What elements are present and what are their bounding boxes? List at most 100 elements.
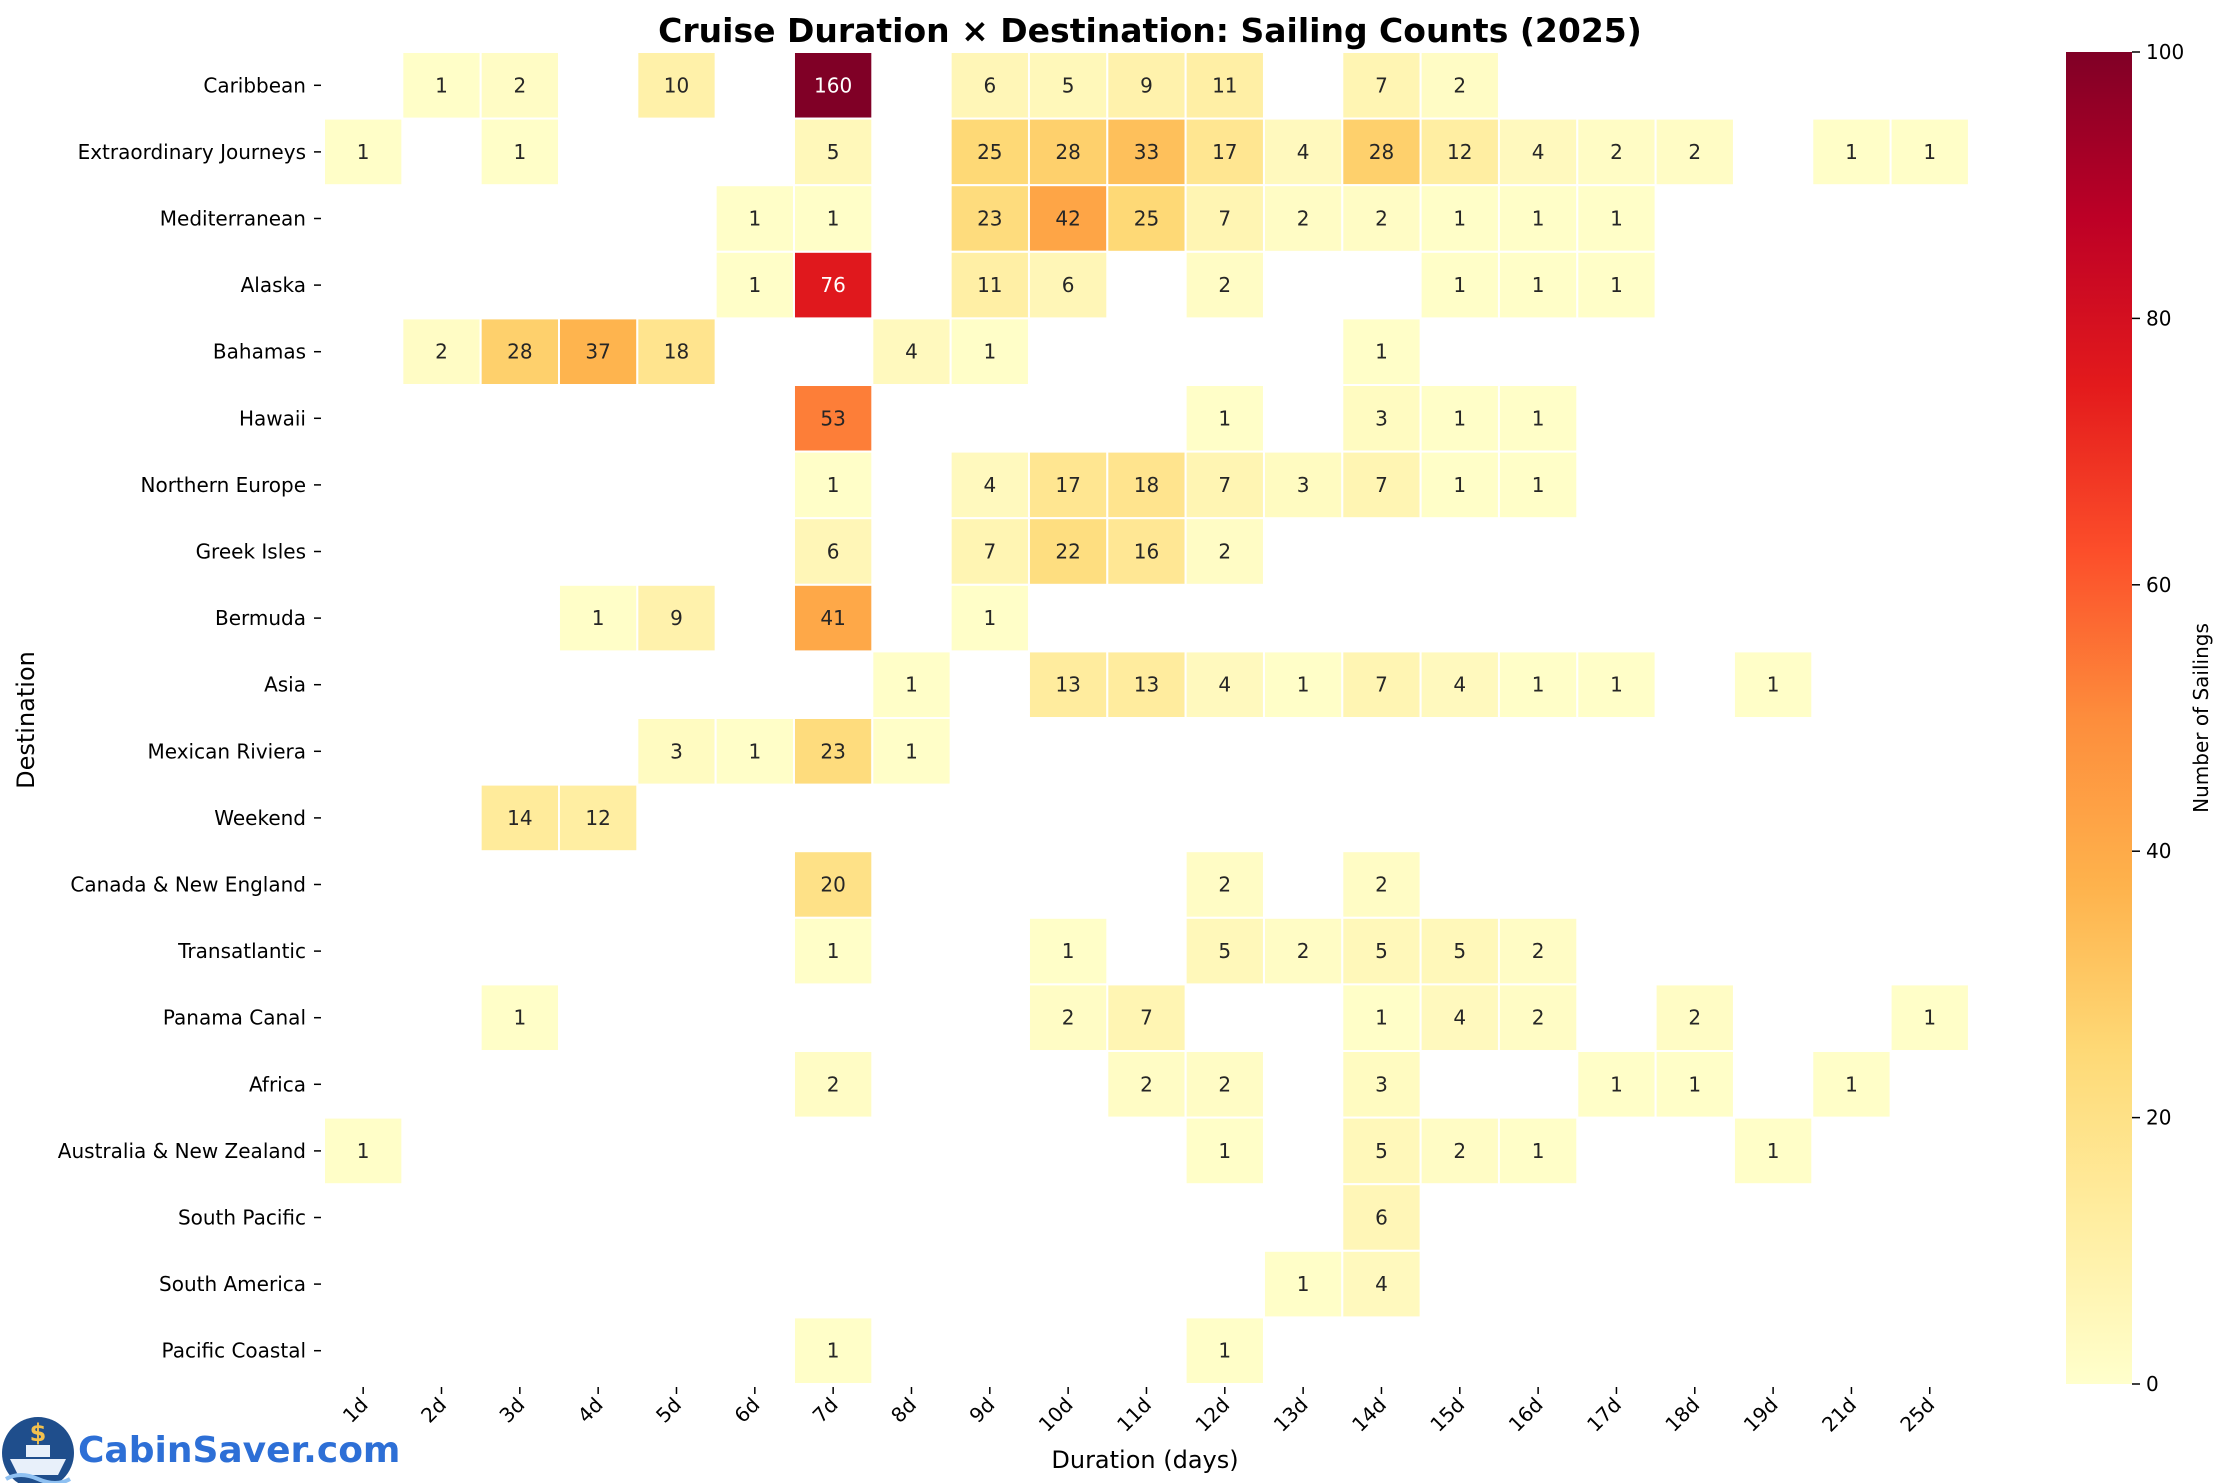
heatmap-cell-label: 1 bbox=[1923, 140, 1936, 164]
heatmap-cell-rect bbox=[401, 317, 482, 386]
heatmap-cell-rect bbox=[1654, 117, 1735, 187]
heatmap-cell-label: 4 bbox=[1453, 673, 1466, 697]
heatmap-cell-rect bbox=[792, 51, 874, 120]
heatmap-cell: 1 bbox=[714, 250, 795, 320]
heatmap-cell-label: 9 bbox=[670, 606, 683, 630]
y-tick-label: Mexican Riviera bbox=[147, 739, 306, 763]
heatmap-cell-rect bbox=[949, 184, 1030, 253]
heatmap-cell-label: 1 bbox=[1610, 673, 1623, 697]
heatmap-cell-rect bbox=[792, 916, 874, 986]
heatmap-cell-label: 1 bbox=[1453, 473, 1466, 497]
heatmap-cell-rect bbox=[1106, 517, 1187, 586]
heatmap-cell: 22 bbox=[1027, 517, 1109, 586]
heatmap-cell: 18 bbox=[636, 317, 717, 386]
y-tick-label: Mediterranean bbox=[160, 207, 306, 231]
heatmap-cell-label: 1 bbox=[1532, 673, 1545, 697]
heatmap-cell: 14 bbox=[479, 783, 560, 853]
heatmap-cell: 160 bbox=[792, 51, 874, 120]
heatmap-cell: 1 bbox=[1576, 184, 1657, 253]
heatmap-cell: 2 bbox=[1184, 517, 1265, 586]
heatmap-cell-label: 1 bbox=[513, 140, 526, 164]
heatmap-cell: 7 bbox=[1184, 450, 1265, 520]
heatmap-cell: 13 bbox=[1106, 650, 1187, 720]
heatmap-cell: 1 bbox=[1262, 1249, 1344, 1319]
y-tick-label: Bermuda bbox=[215, 606, 306, 630]
heatmap-cell-rect bbox=[792, 384, 874, 453]
heatmap-cell-rect bbox=[1811, 1050, 1892, 1119]
heatmap-cell: 33 bbox=[1106, 117, 1187, 187]
heatmap-cell-label: 76 bbox=[820, 273, 845, 297]
x-tick-label: 16d bbox=[1504, 1393, 1548, 1437]
heatmap-cell-label: 4 bbox=[905, 340, 918, 364]
heatmap-cell-rect bbox=[1654, 983, 1735, 1053]
heatmap-cell-rect bbox=[1341, 317, 1422, 386]
heatmap-cell-rect bbox=[1027, 916, 1109, 986]
heatmap-cell: 2 bbox=[401, 317, 482, 386]
heatmap-cell-rect bbox=[792, 250, 874, 320]
heatmap-cell: 1 bbox=[479, 117, 560, 187]
heatmap-cell: 2 bbox=[1419, 1116, 1500, 1186]
heatmap-cell-rect bbox=[557, 317, 639, 386]
heatmap-cell-label: 1 bbox=[1218, 1139, 1231, 1163]
heatmap-cell-rect bbox=[1341, 1050, 1422, 1119]
heatmap-cell: 2 bbox=[1262, 916, 1344, 986]
heatmap-cell-label: 2 bbox=[1375, 873, 1388, 897]
heatmap-cell: 4 bbox=[1419, 983, 1500, 1053]
heatmap-cell: 1 bbox=[1341, 317, 1422, 386]
y-tick-label: South Pacific bbox=[178, 1206, 306, 1230]
heatmap-cell: 1 bbox=[1262, 650, 1344, 720]
y-tick-label: Extraordinary Journeys bbox=[78, 140, 306, 164]
heatmap-cell-label: 10 bbox=[664, 73, 689, 97]
heatmap-cell-rect bbox=[1419, 650, 1500, 720]
heatmap-cell-label: 1 bbox=[513, 1006, 526, 1030]
heatmap-cell-rect bbox=[1341, 1183, 1422, 1252]
heatmap-cell-label: 1 bbox=[1845, 140, 1858, 164]
heatmap-cell: 17 bbox=[1184, 117, 1265, 187]
heatmap-cell-label: 7 bbox=[1140, 1006, 1153, 1030]
heatmap-cell-label: 3 bbox=[1375, 1072, 1388, 1096]
heatmap-cell: 1 bbox=[871, 650, 952, 720]
heatmap-cell: 20 bbox=[792, 850, 874, 919]
x-tick-label: 12d bbox=[1190, 1393, 1234, 1437]
heatmap-cell-label: 37 bbox=[585, 340, 610, 364]
heatmap-cell: 4 bbox=[949, 450, 1030, 520]
heatmap-cell-label: 1 bbox=[1532, 1139, 1545, 1163]
heatmap-cell-label: 2 bbox=[1688, 1006, 1701, 1030]
heatmap-cell-rect bbox=[1262, 650, 1344, 720]
heatmap-cell: 1 bbox=[792, 184, 874, 253]
heatmap-cell: 42 bbox=[1027, 184, 1109, 253]
heatmap-cell: 1 bbox=[1811, 1050, 1892, 1119]
heatmap-cell-label: 14 bbox=[507, 806, 532, 830]
heatmap-cell-label: 4 bbox=[983, 473, 996, 497]
heatmap-cell-label: 1 bbox=[357, 140, 370, 164]
y-tick-label: Bahamas bbox=[213, 340, 306, 364]
heatmap-cell-label: 1 bbox=[905, 673, 918, 697]
y-tick-label: Asia bbox=[264, 673, 306, 697]
heatmap-cell-label: 2 bbox=[1375, 207, 1388, 231]
heatmap-cell-rect bbox=[792, 184, 874, 253]
heatmap-cell-label: 17 bbox=[1212, 140, 1237, 164]
colorbar-ticks: 0 20 40 60 80 100 bbox=[2132, 40, 2184, 1396]
heatmap-cell: 2 bbox=[479, 51, 560, 120]
heatmap-cell: 1 bbox=[949, 583, 1030, 653]
x-tick-label: 10d bbox=[1034, 1393, 1078, 1437]
heatmap-cell-rect bbox=[1341, 117, 1422, 187]
heatmap-cell-rect bbox=[1497, 117, 1579, 187]
heatmap-cell: 1 bbox=[1889, 117, 1970, 187]
x-tick-label: 21d bbox=[1817, 1393, 1861, 1437]
heatmap-cell-rect bbox=[949, 583, 1030, 653]
heatmap-cell-label: 2 bbox=[1453, 73, 1466, 97]
heatmap-cell: 2 bbox=[1184, 850, 1265, 919]
colorbar-tick-label: 100 bbox=[2146, 40, 2184, 64]
heatmap-cell: 1 bbox=[1184, 384, 1265, 453]
heatmap-cell-label: 5 bbox=[1218, 939, 1231, 963]
chart-title: Cruise Duration × Destination: Sailing C… bbox=[658, 11, 1642, 50]
heatmap-cell-rect bbox=[401, 51, 482, 120]
heatmap-cell-label: 3 bbox=[1297, 473, 1310, 497]
heatmap-cell-rect bbox=[949, 317, 1030, 386]
heatmap-cell-rect bbox=[1576, 650, 1657, 720]
heatmap-cell-label: 2 bbox=[1218, 1072, 1231, 1096]
heatmap-cell-label: 18 bbox=[1134, 473, 1159, 497]
heatmap-cell-label: 1 bbox=[1453, 406, 1466, 430]
heatmap-cell: 1 bbox=[1497, 384, 1579, 453]
